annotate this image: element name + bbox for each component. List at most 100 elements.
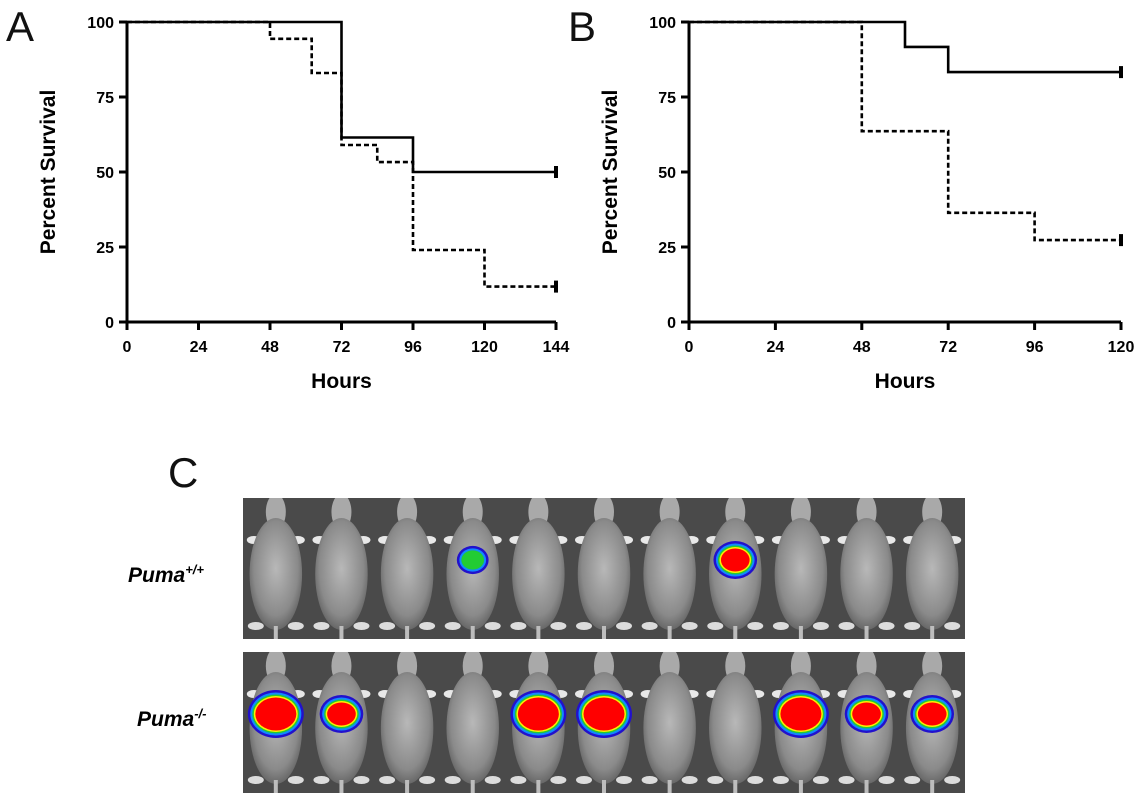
signal-core [583, 697, 625, 731]
panel-label-c: C [168, 449, 199, 496]
x-tick-label: 72 [939, 339, 957, 356]
mouse-body [512, 518, 565, 630]
row-label-knockout-base: Puma [137, 708, 195, 731]
mouse-hindpaw [878, 776, 895, 784]
x-tick-label: 0 [123, 339, 132, 356]
signal-mouse-9 [772, 690, 829, 738]
mouse-hindpaw [247, 776, 264, 784]
mouse-tail [930, 626, 935, 639]
mouse-body [380, 518, 434, 630]
row-label-wildtype-base: Puma [128, 564, 186, 587]
mouse-hindpaw [287, 776, 304, 784]
y-tick-label: 25 [96, 240, 114, 257]
mouse-body [774, 518, 828, 630]
mouse-tail [864, 626, 869, 639]
signal-mouse-4 [456, 545, 489, 575]
x-axis-title: Hours [875, 370, 936, 393]
mouse-hindpaw [772, 622, 789, 630]
mouse-hindpaw [838, 776, 855, 784]
chart-a: 0 25 50 75 100 0 24 48 72 96 120 144 Hours Percent Su… [37, 15, 569, 393]
mouse-tail [667, 780, 672, 793]
censor-mark [1119, 234, 1123, 247]
row-label-knockout-genotype: -/- [194, 706, 207, 721]
mouse-hindpaw [616, 622, 632, 630]
y-tick-label: 75 [658, 90, 676, 107]
y-tick-label: 0 [105, 315, 114, 332]
y-tick-label: 75 [96, 90, 114, 107]
mouse-11 [903, 498, 962, 639]
x-tick-label: 120 [1108, 339, 1135, 356]
mouse-tail [470, 626, 475, 639]
row-label-wildtype-genotype: +/+ [185, 562, 204, 577]
mouse-hindpaw [747, 776, 764, 784]
censor-mark [554, 166, 558, 178]
signal-mouse-6 [576, 690, 632, 738]
signal-mouse-11 [910, 695, 955, 733]
mouse-2 [312, 498, 371, 639]
row-label-wildtype: Puma+/+ [128, 562, 204, 588]
censor-mark [554, 280, 558, 293]
mouse-hindpaw [707, 776, 724, 784]
censor-mark [1119, 66, 1123, 79]
mouse-tail [798, 780, 803, 793]
mouse-tail [405, 626, 410, 639]
mouse-tail [602, 780, 606, 793]
x-tick-label: 120 [471, 339, 498, 356]
mouse-hindpaw [510, 622, 527, 630]
signal-core [517, 697, 559, 731]
x-tick-label: 144 [543, 339, 570, 356]
chart-b: 0 25 50 75 100 0 24 48 72 96 120 Hours Percent Survi… [599, 15, 1134, 393]
mouse-hindpaw [484, 776, 501, 784]
mouse-tail [864, 780, 869, 793]
mouse-hindpaw [576, 776, 592, 784]
mouse-hindpaw [353, 622, 370, 630]
mouse-hindpaw [576, 622, 592, 630]
y-tick-label: 50 [658, 165, 676, 182]
mouse-body [380, 672, 434, 784]
mouse-body [840, 518, 893, 630]
mouse-tail [733, 780, 738, 793]
mouse-hindpaw [484, 622, 501, 630]
signal-core [780, 697, 822, 731]
x-tick-label: 24 [190, 339, 208, 356]
mouse-hindpaw [616, 776, 632, 784]
signal-core [917, 702, 947, 726]
mouse-hindpaw [812, 776, 829, 784]
mouse-hindpaw [944, 622, 961, 630]
mouse-hindpaw [772, 776, 789, 784]
mouse-tail [470, 780, 475, 793]
signal-mouse-10 [844, 695, 889, 733]
y-axis-title: Percent Survival [599, 90, 622, 255]
mouse-hindpaw [904, 776, 921, 784]
y-axis-title: Percent Survival [37, 90, 60, 255]
mouse-hindpaw [904, 622, 921, 630]
mouse-tail [405, 780, 410, 793]
imaging-strip-wildtype [243, 498, 965, 639]
mouse-hindpaw [444, 622, 461, 630]
mouse-tail [667, 626, 672, 639]
survival-line-dashed [689, 20, 1121, 242]
mouse-5 [509, 498, 568, 639]
mouse-tail [536, 780, 541, 793]
mouse-hindpaw [641, 776, 658, 784]
mouse-hindpaw [313, 776, 330, 784]
mouse-hindpaw [510, 776, 527, 784]
mouse-hindpaw [707, 622, 724, 630]
x-tick-label: 48 [853, 339, 871, 356]
mouse-3 [378, 498, 437, 639]
x-tick-label: 0 [685, 339, 694, 356]
mouse-hindpaw [379, 622, 396, 630]
mouse-hindpaw [379, 776, 396, 784]
mouse-tail [930, 780, 935, 793]
mouse-8 [706, 652, 765, 793]
survival-line-solid [689, 20, 1121, 74]
mouse-tail [273, 626, 278, 639]
mouse-hindpaw [838, 622, 855, 630]
mouse-images-wildtype [246, 498, 962, 639]
mouse-hindpaw [353, 776, 370, 784]
mouse-hindpaw [550, 776, 567, 784]
signal-core [255, 697, 297, 731]
x-tick-label: 96 [1026, 339, 1044, 356]
mouse-hindpaw [641, 622, 658, 630]
mouse-4 [443, 652, 502, 793]
